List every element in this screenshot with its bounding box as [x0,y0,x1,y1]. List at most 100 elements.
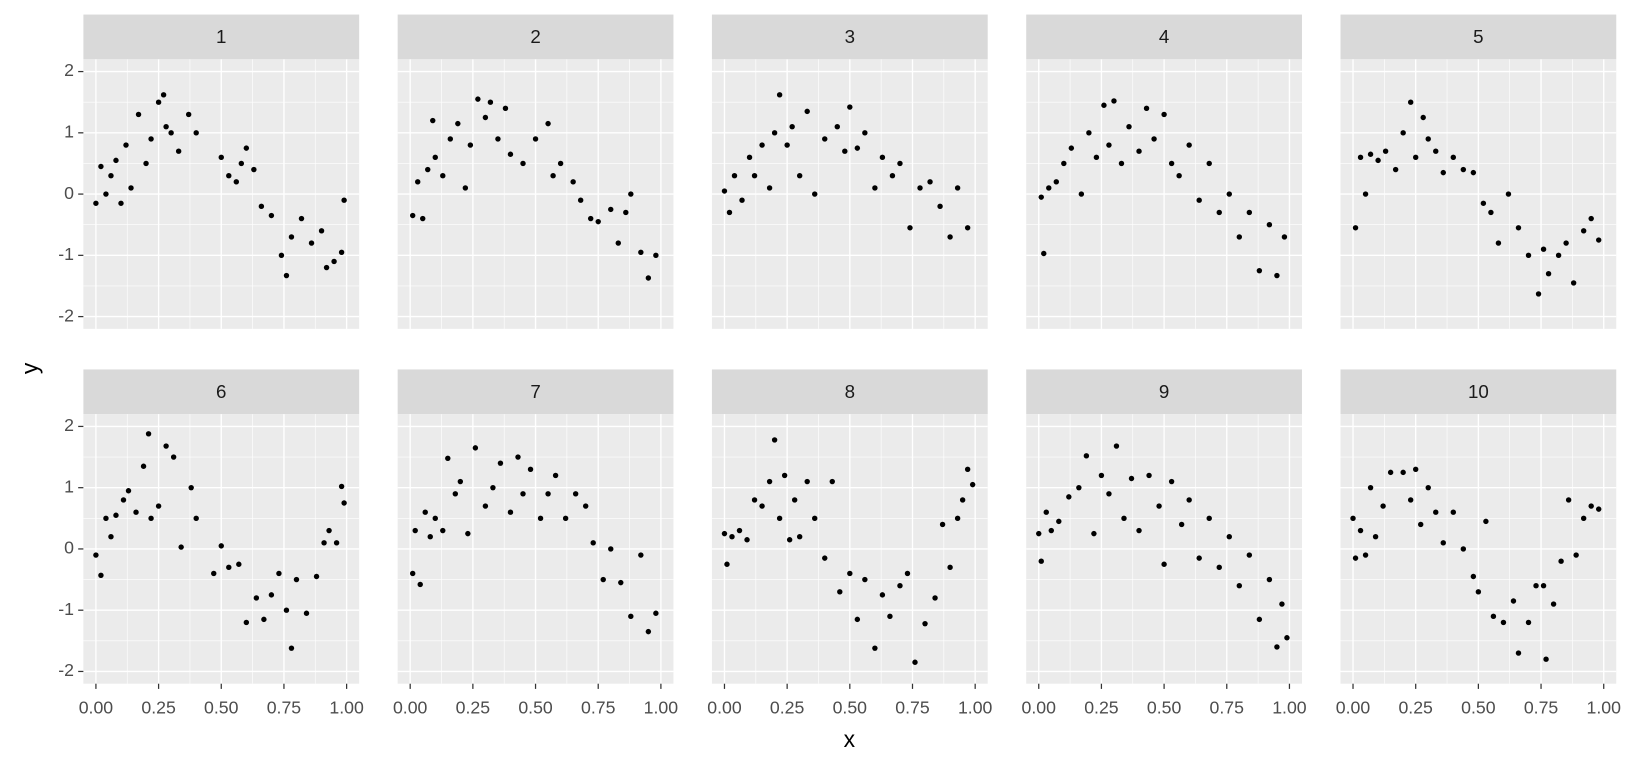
point [1515,225,1522,231]
point [288,234,295,240]
point [1078,191,1085,197]
point [1450,509,1457,515]
point [490,484,496,491]
x-tick-label: 0.00 [1022,697,1057,717]
point [333,540,340,546]
y-tick-label: -2 [58,305,74,325]
point [759,503,765,509]
point [303,610,310,616]
point [1573,552,1579,558]
strip [1340,369,1617,415]
point [600,576,606,583]
point [1274,272,1280,279]
point [1226,191,1232,197]
strip [1340,14,1617,60]
x-tick-label: 0.25 [141,697,176,717]
point [1400,469,1406,476]
point [175,148,182,154]
point [341,500,347,506]
point [1206,160,1212,167]
point [964,225,971,231]
strip [711,14,988,60]
point [1480,200,1487,206]
point [1161,561,1167,567]
point [562,515,569,522]
point [268,592,275,598]
point [1543,656,1549,662]
point [155,503,162,509]
point [954,185,961,191]
point [623,209,629,216]
point [1440,169,1446,176]
point [1596,237,1602,243]
y-tick-label: -1 [58,599,74,619]
point [1425,136,1431,142]
point [211,570,217,577]
point [847,570,853,577]
point [133,509,139,515]
point [527,466,534,473]
point [608,546,614,552]
point [834,123,840,130]
point [1565,497,1572,503]
point [243,619,250,626]
x-tick-label: 0.75 [581,697,616,717]
point [170,454,177,460]
point [1284,635,1290,641]
strip-label: 2 [530,26,540,47]
point [912,659,918,665]
point [1083,453,1090,459]
x-tick-label: 0.75 [895,697,930,717]
point [789,123,795,130]
point [1450,154,1457,161]
point [1460,546,1467,552]
point [550,172,556,179]
point [1279,601,1285,607]
point [1111,98,1117,104]
point [422,509,428,515]
point [268,212,275,219]
point [1256,267,1263,274]
point [557,160,564,167]
point [582,503,589,509]
point [118,200,124,206]
point [1362,552,1369,558]
point [879,592,886,598]
point [1246,209,1253,216]
point [1048,527,1054,534]
x-tick-label: 0.50 [1147,697,1182,717]
point [1362,191,1369,197]
point [744,537,750,543]
point [298,215,305,222]
point [218,154,224,161]
point [193,130,199,136]
point [791,497,798,503]
x-tick-label: 0.75 [267,697,302,717]
point [872,645,878,651]
point [776,515,783,522]
point [1495,240,1502,246]
point [771,130,778,136]
y-axis-title: y [16,362,42,374]
point [313,573,320,580]
point [1490,613,1497,620]
point [781,472,788,479]
point [726,209,733,216]
point [261,616,267,623]
point [93,200,99,206]
point [552,472,559,479]
point [1470,169,1477,176]
point [457,478,464,485]
point [889,172,896,179]
point [120,497,127,503]
y-tick-label: 2 [64,60,74,80]
point [1106,491,1112,497]
point [445,455,451,461]
point [1206,515,1212,522]
strip [397,14,674,60]
point [1375,157,1381,164]
x-tick-label: 0.00 [707,697,742,717]
x-tick-label: 0.00 [393,697,428,717]
strip-label: 8 [845,381,855,402]
point [113,512,119,518]
